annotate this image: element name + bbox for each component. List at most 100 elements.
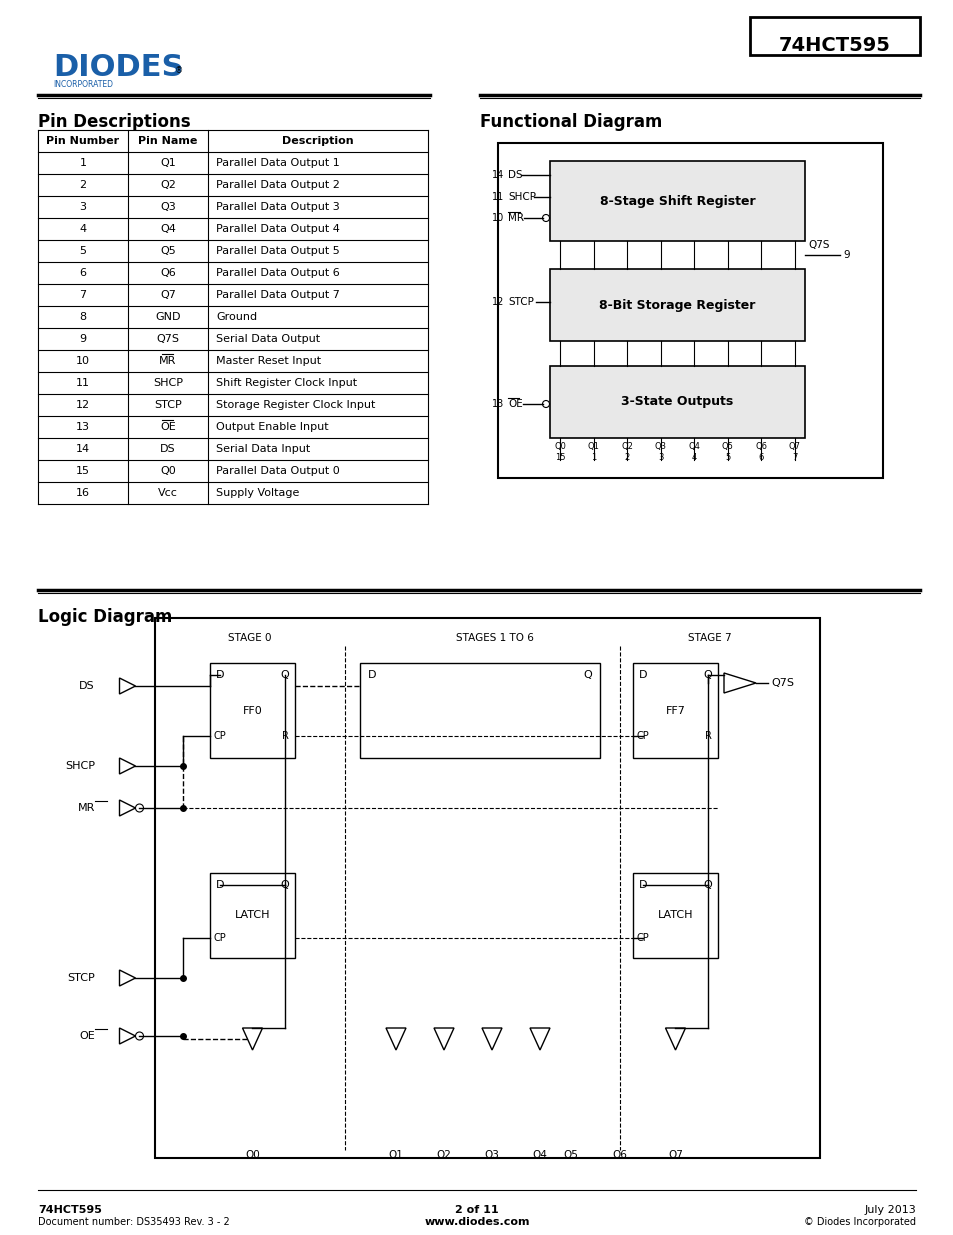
Text: 4: 4 bbox=[79, 224, 87, 233]
Polygon shape bbox=[723, 673, 755, 693]
Text: SHCP: SHCP bbox=[152, 378, 183, 388]
Text: Q5: Q5 bbox=[721, 441, 733, 451]
Text: Q0: Q0 bbox=[554, 441, 565, 451]
Text: Description: Description bbox=[282, 136, 354, 146]
Text: FF0: FF0 bbox=[242, 705, 262, 715]
Text: DS: DS bbox=[507, 170, 522, 180]
Text: R: R bbox=[704, 731, 711, 741]
Text: Q1: Q1 bbox=[160, 158, 175, 168]
Text: Q3: Q3 bbox=[484, 1150, 499, 1160]
Text: Document number: DS35493 Rev. 3 - 2: Document number: DS35493 Rev. 3 - 2 bbox=[38, 1216, 230, 1228]
Text: Serial Data Output: Serial Data Output bbox=[215, 333, 320, 345]
Text: 6: 6 bbox=[758, 453, 763, 462]
Text: Q6: Q6 bbox=[612, 1150, 627, 1160]
Text: Q: Q bbox=[280, 671, 289, 680]
Text: Pin Descriptions: Pin Descriptions bbox=[38, 112, 191, 131]
Text: Functional Diagram: Functional Diagram bbox=[479, 112, 661, 131]
Text: Master Reset Input: Master Reset Input bbox=[215, 356, 321, 366]
Text: Q: Q bbox=[703, 881, 712, 890]
Polygon shape bbox=[119, 1028, 135, 1044]
Text: D: D bbox=[367, 671, 375, 680]
Text: MR: MR bbox=[77, 803, 95, 813]
Text: Q4: Q4 bbox=[532, 1150, 547, 1160]
Polygon shape bbox=[434, 1028, 454, 1050]
Polygon shape bbox=[119, 758, 135, 774]
Text: 3: 3 bbox=[79, 203, 87, 212]
Text: Parallel Data Output 3: Parallel Data Output 3 bbox=[215, 203, 339, 212]
Text: SHCP: SHCP bbox=[65, 761, 95, 771]
Text: Q1: Q1 bbox=[388, 1150, 403, 1160]
Text: Q: Q bbox=[280, 881, 289, 890]
Text: Q2: Q2 bbox=[620, 441, 633, 451]
Text: Q5: Q5 bbox=[160, 246, 175, 256]
Text: LATCH: LATCH bbox=[657, 910, 693, 920]
Text: Serial Data Input: Serial Data Input bbox=[215, 445, 310, 454]
Text: GND: GND bbox=[155, 312, 180, 322]
Polygon shape bbox=[665, 1028, 685, 1050]
Text: 5: 5 bbox=[724, 453, 730, 462]
Text: Parallel Data Output 1: Parallel Data Output 1 bbox=[215, 158, 339, 168]
Circle shape bbox=[135, 1032, 143, 1040]
Text: Supply Voltage: Supply Voltage bbox=[215, 488, 299, 498]
Circle shape bbox=[135, 804, 143, 811]
Text: Shift Register Clock Input: Shift Register Clock Input bbox=[215, 378, 356, 388]
Text: STAGES 1 TO 6: STAGES 1 TO 6 bbox=[456, 634, 534, 643]
Text: SHCP: SHCP bbox=[507, 191, 536, 203]
Text: Q7S: Q7S bbox=[156, 333, 179, 345]
Text: 13: 13 bbox=[491, 399, 503, 409]
Text: DS: DS bbox=[79, 680, 95, 692]
Text: Parallel Data Output 4: Parallel Data Output 4 bbox=[215, 224, 339, 233]
Text: 9: 9 bbox=[79, 333, 87, 345]
Text: Q6: Q6 bbox=[160, 268, 175, 278]
Text: CP: CP bbox=[213, 731, 226, 741]
Text: Ground: Ground bbox=[215, 312, 257, 322]
Text: DIODES: DIODES bbox=[53, 53, 183, 82]
Text: LATCH: LATCH bbox=[234, 910, 270, 920]
Text: Q6: Q6 bbox=[755, 441, 766, 451]
Polygon shape bbox=[530, 1028, 550, 1050]
FancyBboxPatch shape bbox=[550, 269, 804, 341]
FancyBboxPatch shape bbox=[210, 663, 294, 758]
Text: STAGE 7: STAGE 7 bbox=[687, 634, 731, 643]
Text: July 2013: July 2013 bbox=[863, 1205, 915, 1215]
FancyBboxPatch shape bbox=[497, 143, 882, 478]
Text: Vcc: Vcc bbox=[158, 488, 178, 498]
Text: D: D bbox=[639, 671, 646, 680]
Text: Logic Diagram: Logic Diagram bbox=[38, 608, 172, 626]
Text: CP: CP bbox=[636, 932, 649, 944]
Text: Q: Q bbox=[703, 671, 712, 680]
Text: 4: 4 bbox=[691, 453, 697, 462]
Text: Parallel Data Output 6: Parallel Data Output 6 bbox=[215, 268, 339, 278]
Text: 3-State Outputs: 3-State Outputs bbox=[620, 395, 733, 409]
Polygon shape bbox=[481, 1028, 501, 1050]
Text: 2 of 11: 2 of 11 bbox=[455, 1205, 498, 1215]
Text: FF7: FF7 bbox=[665, 705, 684, 715]
FancyBboxPatch shape bbox=[154, 618, 820, 1158]
Text: 5: 5 bbox=[79, 246, 87, 256]
FancyBboxPatch shape bbox=[550, 161, 804, 241]
Text: Parallel Data Output 2: Parallel Data Output 2 bbox=[215, 180, 339, 190]
Polygon shape bbox=[242, 1028, 262, 1050]
Text: 8-Stage Shift Register: 8-Stage Shift Register bbox=[599, 194, 755, 207]
Text: ®: ® bbox=[174, 65, 183, 75]
Text: D: D bbox=[215, 671, 224, 680]
Text: Parallel Data Output 5: Parallel Data Output 5 bbox=[215, 246, 339, 256]
Text: 7: 7 bbox=[792, 453, 797, 462]
Text: 10: 10 bbox=[491, 212, 503, 224]
Text: Q0: Q0 bbox=[160, 466, 175, 475]
Text: 74HCT595: 74HCT595 bbox=[779, 36, 890, 56]
Text: 7: 7 bbox=[79, 290, 87, 300]
Text: Q3: Q3 bbox=[654, 441, 666, 451]
Text: 12: 12 bbox=[491, 296, 503, 308]
Text: DS: DS bbox=[160, 445, 175, 454]
Text: Parallel Data Output 7: Parallel Data Output 7 bbox=[215, 290, 339, 300]
Circle shape bbox=[542, 400, 549, 408]
Text: Storage Register Clock Input: Storage Register Clock Input bbox=[215, 400, 375, 410]
Text: Q7: Q7 bbox=[667, 1150, 682, 1160]
Text: 8: 8 bbox=[79, 312, 87, 322]
Text: Q2: Q2 bbox=[436, 1150, 451, 1160]
Text: STCP: STCP bbox=[154, 400, 182, 410]
Text: Q7: Q7 bbox=[160, 290, 175, 300]
Text: INCORPORATED: INCORPORATED bbox=[53, 80, 112, 89]
Text: STCP: STCP bbox=[67, 973, 95, 983]
